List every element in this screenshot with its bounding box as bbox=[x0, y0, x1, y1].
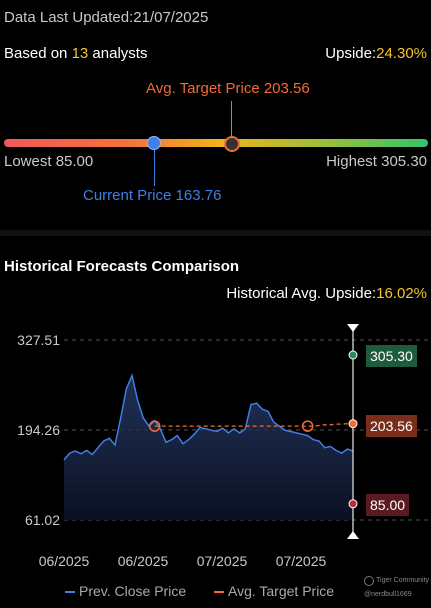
current-price-marker bbox=[147, 136, 161, 150]
legend-avg-target: Avg. Target Price bbox=[214, 583, 334, 599]
avg-target-price-line bbox=[154, 423, 353, 427]
legend-avg-target-swatch bbox=[214, 591, 224, 594]
legend-prev-close-swatch bbox=[65, 591, 75, 594]
based-on-suffix: analysts bbox=[88, 45, 148, 62]
y-tick-label: 61.02 bbox=[25, 512, 60, 528]
avg-target-label: Avg. Target Price 203.56 bbox=[146, 80, 310, 97]
upside-line: Upside:24.30% bbox=[325, 45, 427, 62]
analyst-count-line: Based on 13 analysts bbox=[4, 45, 147, 62]
last-updated-label: Data Last Updated: bbox=[4, 9, 134, 26]
historical-upside-label: Historical Avg. Upside: bbox=[226, 285, 377, 302]
watermark: Tiger Community @nerdbull1669 bbox=[364, 576, 429, 600]
avg-target-marker bbox=[224, 136, 240, 152]
upside-value: 24.30% bbox=[376, 45, 427, 62]
watermark-user: @nerdbull1669 bbox=[364, 591, 412, 598]
avg-value-tag: 203.56 bbox=[366, 415, 417, 437]
y-tick-label: 327.51 bbox=[17, 332, 60, 348]
range-top-arrow-icon bbox=[347, 324, 359, 332]
high-value-tag: 305.30 bbox=[366, 345, 417, 367]
low-marker bbox=[348, 499, 358, 509]
upside-label: Upside: bbox=[325, 45, 377, 62]
lowest-label: Lowest 85.00 bbox=[4, 153, 94, 170]
avg-target-point bbox=[148, 420, 161, 432]
avg-target-point bbox=[301, 420, 314, 432]
historical-upside-line: Historical Avg. Upside:16.02% bbox=[226, 285, 427, 302]
range-bottom-arrow-icon bbox=[347, 531, 359, 539]
current-price-label: Current Price 163.76 bbox=[83, 187, 222, 204]
watermark-brand: Tiger Community bbox=[376, 577, 430, 584]
legend-prev-close: Prev. Close Price bbox=[65, 583, 186, 599]
avg-marker bbox=[348, 419, 358, 429]
section-divider bbox=[0, 230, 431, 236]
last-updated-line: Data Last Updated:21/07/2025 bbox=[4, 9, 208, 26]
x-tick-label: 06/2025 bbox=[118, 553, 169, 569]
x-tick-label: 06/2025 bbox=[39, 553, 90, 569]
legend-avg-target-label: Avg. Target Price bbox=[228, 583, 335, 599]
x-tick-label: 07/2025 bbox=[197, 553, 248, 569]
legend-prev-close-label: Prev. Close Price bbox=[79, 583, 187, 599]
y-tick-label: 194.26 bbox=[17, 422, 60, 438]
highest-label: Highest 305.30 bbox=[326, 153, 427, 170]
avg-target-connector bbox=[231, 101, 232, 137]
price-range-gauge bbox=[4, 139, 428, 147]
watermark-brand-row: Tiger Community bbox=[364, 576, 429, 586]
historical-upside-value: 16.02% bbox=[376, 285, 427, 302]
current-price-connector bbox=[154, 150, 155, 186]
analyst-count: 13 bbox=[71, 45, 89, 62]
historical-forecast-chart: 327.51 194.26 61.02 06/2025 06/2025 07/2025 0… bbox=[17, 324, 431, 569]
prev-close-price-line bbox=[63, 373, 354, 461]
low-value-tag: 85.00 bbox=[366, 494, 410, 516]
historical-title: Historical Forecasts Comparison bbox=[4, 258, 240, 275]
tiger-logo-icon bbox=[364, 576, 374, 586]
based-on-prefix: Based on bbox=[4, 45, 72, 62]
price-area-fill bbox=[64, 375, 353, 520]
x-tick-label: 07/2025 bbox=[276, 553, 327, 569]
last-updated-date: 21/07/2025 bbox=[133, 9, 209, 26]
high-marker bbox=[348, 350, 358, 360]
